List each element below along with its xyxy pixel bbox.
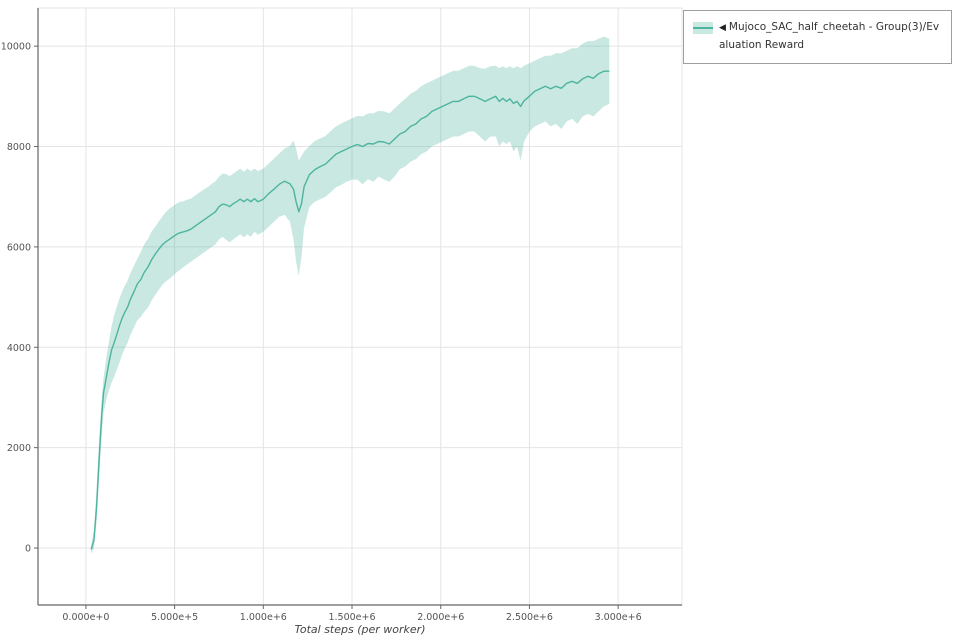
legend-entry: ◀ Mujoco_SAC_half_cheetah - Group(3)/Eval… [719,19,942,55]
x-tick-label: 3.000e+6 [595,612,642,623]
y-tick-label: 10000 [1,42,31,53]
y-tick-label: 0 [25,544,31,555]
legend-collapse-icon[interactable]: ◀ [719,23,726,33]
x-tick-label: 0.000e+0 [62,612,109,623]
x-tick-label: 2.500e+6 [506,612,553,623]
x-tick-label: 1.000e+6 [240,612,287,623]
y-tick-label: 2000 [7,443,31,454]
legend-label: Mujoco_SAC_half_cheetah - Group(3)/Evalu… [719,21,940,51]
series-band [91,36,610,555]
y-tick-label: 8000 [7,142,31,153]
y-tick-label: 6000 [7,242,31,253]
series-line [90,70,610,550]
x-tick-label: 5.000e+5 [151,612,198,623]
plot-area [37,7,683,606]
legend-swatch-line-icon [693,27,713,29]
y-tick-label: 4000 [7,343,31,354]
x-tick-label: 2.000e+6 [417,612,464,623]
x-tick-label: 1.500e+6 [328,612,375,623]
legend-box[interactable]: ◀ Mujoco_SAC_half_cheetah - Group(3)/Eval… [683,10,952,64]
chart-canvas: 0.000e+0 5.000e+5 1.000e+6 1.500e+6 2.000e+6… [1,7,683,636]
legend-swatch [693,22,713,34]
x-axis-label: Total steps (per worker) [295,623,426,636]
